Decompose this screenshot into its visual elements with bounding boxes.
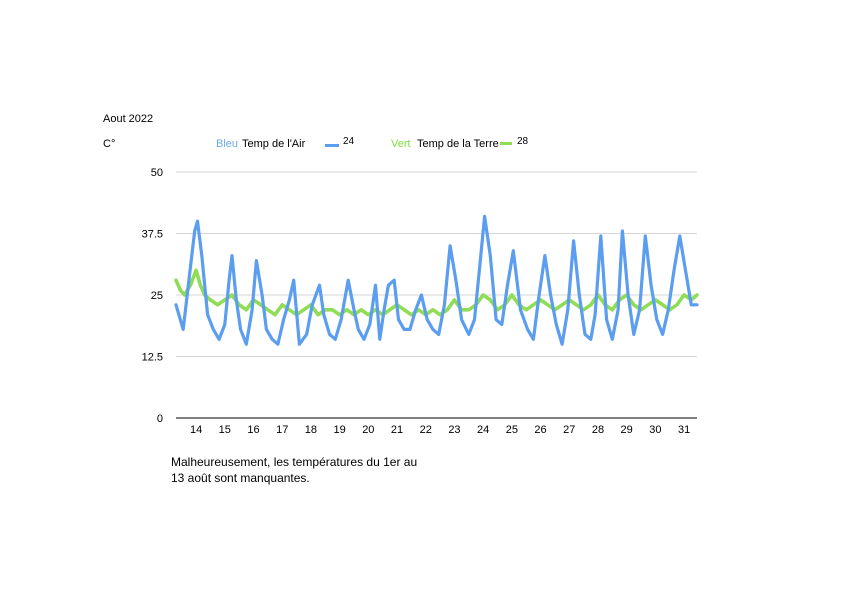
- x-tick-label: 30: [649, 424, 661, 436]
- legend-ground-swatch: [500, 142, 512, 145]
- legend-ground-prefix: Vert: [391, 138, 411, 150]
- legend-air-swatch: [325, 144, 339, 147]
- unit-label: C°: [103, 138, 116, 150]
- y-axis-ticks: 0 12.5 25 37.5 50: [142, 167, 163, 425]
- legend-air-prefix: Bleu: [216, 138, 239, 150]
- x-tick-label: 17: [276, 424, 288, 436]
- x-tick-label: 20: [362, 424, 374, 436]
- x-tick-label: 31: [678, 424, 690, 436]
- series-line-ground: [174, 268, 699, 317]
- x-tick-label: 26: [534, 424, 546, 436]
- x-tick-label: 18: [305, 424, 317, 436]
- x-tick-label: 28: [592, 424, 604, 436]
- legend-air-label: Temp de l'Air: [242, 138, 306, 150]
- x-tick-label: 21: [391, 424, 403, 436]
- legend-ground-value: 28: [517, 136, 529, 147]
- y-tick-label: 12.5: [142, 352, 163, 364]
- x-tick-label: 29: [621, 424, 633, 436]
- missing-data-note: Malheureusement, les températures du 1er…: [171, 455, 418, 485]
- x-tick-label: 16: [247, 424, 259, 436]
- legend-ground-label: Temp de la Terre: [417, 138, 499, 150]
- x-tick-label: 22: [420, 424, 432, 436]
- x-tick-label: 23: [448, 424, 460, 436]
- y-tick-label: 50: [151, 167, 163, 179]
- series-line-air: [174, 214, 699, 346]
- y-tick-label: 37.5: [142, 229, 163, 241]
- x-tick-label: 14: [190, 424, 202, 436]
- x-tick-label: 25: [506, 424, 518, 436]
- y-tick-label: 25: [151, 290, 163, 302]
- x-tick-label: 27: [563, 424, 575, 436]
- x-axis-ticks: 14 15 16 17 18 19 20 21 22 23 24 25 26 27 28 29 30 31: [190, 424, 690, 436]
- period-label: Aout 2022: [103, 113, 154, 125]
- y-tick-label: 0: [157, 413, 163, 425]
- x-tick-label: 15: [219, 424, 231, 436]
- legend-air-value: 24: [343, 136, 355, 147]
- series-group: [174, 214, 699, 346]
- x-tick-label: 24: [477, 424, 489, 436]
- x-tick-label: 19: [333, 424, 345, 436]
